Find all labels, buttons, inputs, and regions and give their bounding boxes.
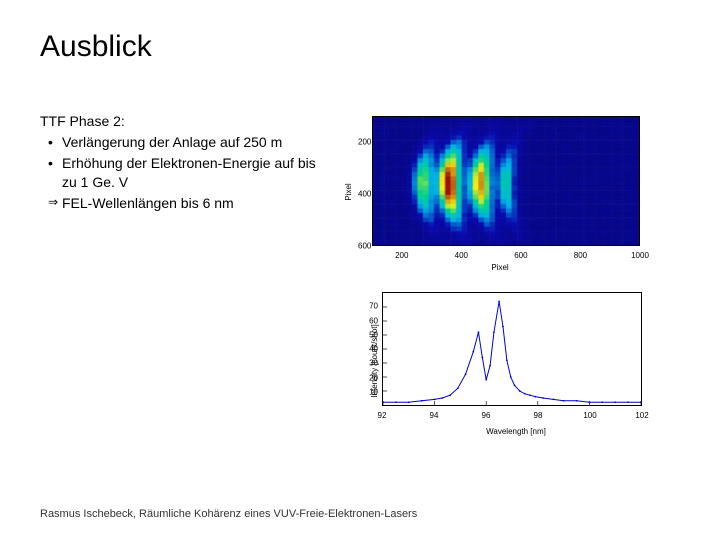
heatmap-xtick: 800 — [574, 251, 587, 260]
spectrum-xtick: 100 — [583, 411, 596, 420]
spectrum-xtick: 96 — [482, 411, 491, 420]
slide: Ausblick TTF Phase 2: Verlängerung der A… — [0, 0, 720, 540]
spectrum-xtick: 92 — [378, 411, 387, 420]
spectrum-ytick: 20 — [342, 373, 378, 382]
heatmap-xlabel: Pixel — [491, 263, 508, 272]
heatmap-xtick: 400 — [455, 251, 468, 260]
footer-text: Rasmus Ischebeck, Räumliche Kohärenz ein… — [40, 508, 417, 520]
heatmap-ytick: 600 — [358, 242, 371, 251]
bullet-item: Erhöhung der Elektronen-Energie auf bis … — [48, 154, 320, 192]
bullet-list: Verlängerung der Anlage auf 250 m Erhöhu… — [40, 133, 320, 213]
heatmap-axes — [372, 116, 640, 246]
subheading: TTF Phase 2: — [40, 112, 320, 131]
bullet-item: Verlängerung der Anlage auf 250 m — [48, 133, 320, 152]
spectrum-xtick: 102 — [635, 411, 648, 420]
heatmap-ytick: 200 — [358, 138, 371, 147]
spectrum-ytick: 10 — [342, 387, 378, 396]
text-column: TTF Phase 2: Verlängerung der Anlage auf… — [40, 112, 320, 436]
slide-title: Ausblick — [40, 30, 680, 64]
bullet-item: FEL-Wellenlängen bis 6 nm — [48, 194, 320, 213]
heatmap-xtick: 1000 — [631, 251, 649, 260]
heatmap-ylabel: Pixel — [344, 183, 353, 200]
spectrum-ytick: 60 — [342, 316, 378, 325]
heatmap-xtick: 200 — [395, 251, 408, 260]
spectrum-xtick: 94 — [430, 411, 439, 420]
spectrum-svg — [383, 293, 641, 405]
spectrum-xlabel: Wavelength [nm] — [486, 427, 546, 436]
heatmap-xtick: 600 — [514, 251, 527, 260]
spectrum-ytick: 30 — [342, 359, 378, 368]
heatmap-ytick: 400 — [358, 190, 371, 199]
spectrum-ytick: 70 — [342, 302, 378, 311]
heatmap-canvas — [373, 117, 639, 245]
heatmap-figure: Pixel Pixel 200 400 600 800 1000 200 400 600 — [340, 112, 660, 272]
figure-column: Pixel Pixel 200 400 600 800 1000 200 400 600 In… — [340, 112, 680, 436]
spectrum-ytick: 50 — [342, 330, 378, 339]
spectrum-xtick: 98 — [534, 411, 543, 420]
spectrum-axes — [382, 292, 642, 406]
content-row: TTF Phase 2: Verlängerung der Anlage auf… — [40, 112, 680, 436]
spectrum-ytick: 40 — [342, 345, 378, 354]
spectrum-figure: Intensity [count/shot] Wavelength [nm] 9… — [340, 286, 660, 436]
